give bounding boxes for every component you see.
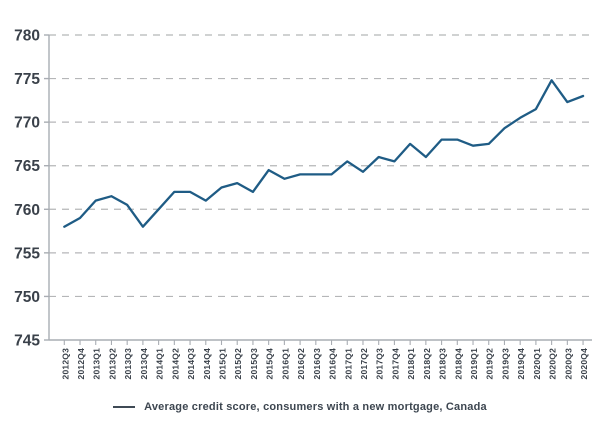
x-axis-tick-label: 2013Q2	[107, 348, 117, 380]
x-axis-tick-label: 2018Q3	[438, 348, 448, 380]
x-axis-tick-label: 2015Q1	[218, 348, 228, 380]
chart-legend: Average credit score, consumers with a n…	[0, 401, 600, 413]
x-axis-tick-label: 2014Q2	[170, 348, 180, 380]
x-axis-tick-label: 2013Q4	[139, 348, 149, 380]
x-axis-tick-label: 2018Q4	[453, 348, 463, 380]
x-axis-tick-label: 2013Q1	[92, 348, 102, 380]
x-axis-tick-label: 2014Q1	[155, 348, 165, 380]
y-axis-tick-label: 770	[14, 115, 40, 132]
x-axis-tick-label: 2020Q2	[548, 348, 558, 380]
y-axis-tick-label: 775	[14, 71, 40, 88]
x-axis-tick-label: 2016Q1	[280, 348, 290, 380]
x-axis-tick-label: 2020Q3	[563, 348, 573, 380]
legend-line-swatch	[113, 406, 136, 408]
x-axis-tick-label: 2019Q2	[485, 348, 495, 380]
x-axis-tick-label: 2018Q1	[406, 348, 416, 380]
x-axis-tick-label: 2016Q4	[328, 348, 338, 380]
y-axis-tick-label: 750	[14, 289, 40, 306]
x-axis-tick-label: 2015Q2	[233, 348, 243, 380]
x-axis-tick-label: 2020Q1	[532, 348, 542, 380]
x-axis-tick-label: 2017Q3	[375, 348, 385, 380]
x-axis-tick-label: 2017Q2	[359, 348, 369, 380]
x-axis-tick-label: 2014Q4	[202, 348, 212, 380]
x-axis-tick-label: 2014Q3	[186, 348, 196, 380]
x-axis-tick-label: 2012Q3	[60, 348, 70, 380]
legend-label: Average credit score, consumers with a n…	[144, 401, 487, 413]
x-axis-tick-label: 2020Q4	[579, 348, 589, 380]
series-line-average-credit-score	[63, 79, 585, 228]
x-axis-tick-label: 2015Q4	[265, 348, 275, 380]
x-axis-tick-label: 2017Q4	[390, 348, 400, 380]
y-axis-tick-label: 765	[14, 158, 40, 175]
x-axis-tick-label: 2015Q3	[249, 348, 259, 380]
y-axis-tick-label: 755	[14, 245, 40, 262]
x-axis-tick-label: 2012Q4	[76, 348, 86, 380]
y-axis-tick-label: 745	[14, 333, 40, 350]
credit-score-line-chart: 780 775 770 765 760 755 750 745 2012Q3 2012Q4 2013…	[14, 28, 592, 380]
x-axis-tick-label: 2016Q3	[312, 348, 322, 380]
x-axis-tick-label: 2017Q1	[343, 348, 353, 380]
x-axis-tick-label: 2019Q1	[469, 348, 479, 380]
x-axis-tick-label: 2018Q2	[422, 348, 432, 380]
x-axis-tick-label: 2019Q4	[516, 348, 526, 380]
y-axis-tick-label: 760	[14, 202, 40, 219]
y-axis-tick-label: 780	[14, 28, 40, 45]
x-axis-tick-label: 2019Q3	[500, 348, 510, 380]
x-axis-tick-label: 2016Q2	[296, 348, 306, 380]
x-axis-tick-label: 2013Q3	[123, 348, 133, 380]
